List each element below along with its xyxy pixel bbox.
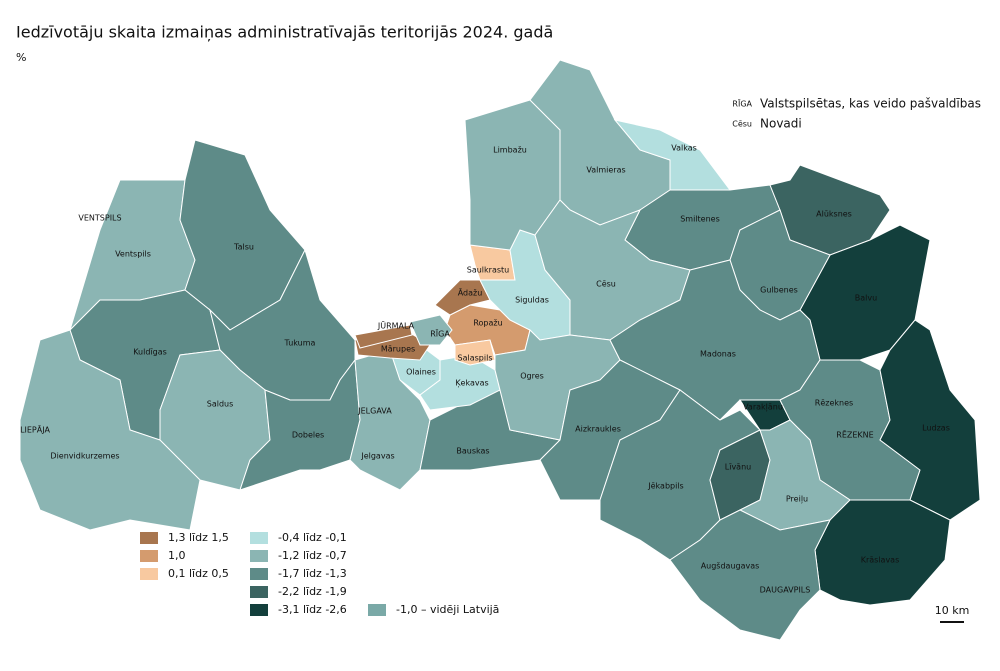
region-label: Saldus <box>207 400 234 409</box>
key-sample: RĪGA <box>732 99 752 109</box>
region-label: Ķekavas <box>455 379 488 389</box>
region <box>454 339 496 366</box>
region-label: Siguldas <box>515 296 549 305</box>
region-label: Ādažu <box>458 288 483 298</box>
region-label: Aizkraukles <box>575 425 621 434</box>
region-label: Dienvidkurzemes <box>50 452 119 461</box>
region-label: Ogres <box>520 372 544 381</box>
legend-swatch <box>140 532 158 544</box>
title: Iedzīvotāju skaita izmaiņas administratī… <box>16 23 553 42</box>
unit: % <box>16 51 26 64</box>
region-label: Jelgavas <box>360 452 394 461</box>
region-label: Limbažu <box>493 146 527 155</box>
legend-swatch <box>250 604 268 616</box>
region-label: Rēzeknes <box>815 399 853 408</box>
city-label: DAUGAVPILS <box>760 586 811 595</box>
region <box>19 329 201 531</box>
region <box>354 324 413 349</box>
legend-label: -2,2 līdz -1,9 <box>278 585 347 598</box>
city-label: LIEPĀJA <box>20 425 50 435</box>
region-label: Smiltenes <box>680 215 720 224</box>
region-label: Kuldīgas <box>133 348 167 357</box>
region-label: Dobeles <box>292 431 324 440</box>
key-text: Novadi <box>760 117 802 131</box>
region-label: Valkas <box>671 144 697 153</box>
legend-label: 1,0 <box>168 549 186 562</box>
legend-swatch <box>250 568 268 580</box>
region <box>814 499 951 606</box>
region-label: Gulbenes <box>760 286 798 295</box>
legend-swatch <box>250 586 268 598</box>
city-label: VENTSPILS <box>78 214 121 223</box>
region-label: Ludzas <box>922 424 950 433</box>
region-label: Preiļu <box>786 495 808 505</box>
region <box>669 509 831 641</box>
region-label: Ropažu <box>473 319 502 328</box>
legend-swatch <box>250 532 268 544</box>
region-label: Jēkabpils <box>647 482 683 491</box>
region-label: Krāslavas <box>861 556 900 565</box>
legend-swatch <box>250 550 268 562</box>
region-label: Valmieras <box>586 166 625 175</box>
legend-label: 0,1 līdz 0,5 <box>168 567 229 580</box>
region-label: Līvānu <box>725 463 751 472</box>
legend-label: -0,4 līdz -0,1 <box>278 531 347 544</box>
region-label: Varakļānu <box>743 403 783 413</box>
region-label: Balvu <box>855 294 877 303</box>
region-label: Olaines <box>406 368 436 377</box>
region-label: Ventspils <box>115 250 151 259</box>
region-label: Saulkrastu <box>467 266 509 275</box>
key-text: Valstspilsētas, kas veido pašvaldības <box>760 97 981 111</box>
city-label: JELGAVA <box>357 407 392 416</box>
region-label: RĪGA <box>430 329 450 339</box>
region-label: Alūksnes <box>816 210 852 219</box>
legend-label: -1,2 līdz -0,7 <box>278 549 347 562</box>
legend-label: -1,7 līdz -1,3 <box>278 567 347 580</box>
regions <box>19 59 981 641</box>
region-label: Salaspils <box>458 354 493 363</box>
legend-swatch <box>368 604 386 616</box>
legend-label: -3,1 līdz -2,6 <box>278 603 347 616</box>
region-label: Bauskas <box>456 447 489 456</box>
region-label: JŪRMALA <box>377 321 415 331</box>
region-label: Augšdaugavas <box>701 561 760 571</box>
region-label: Madonas <box>700 350 736 359</box>
region-label: Tukuma <box>284 339 316 348</box>
legend-label: 1,3 līdz 1,5 <box>168 531 229 544</box>
region-label: Mārupes <box>381 345 415 354</box>
labels: Ventspils Talsu Kuldīgas Tukuma Saldus Dienvi… <box>20 144 950 595</box>
legend-swatch <box>140 550 158 562</box>
city-label: RĒZEKNE <box>836 430 873 440</box>
region <box>409 314 453 346</box>
legend-label: -1,0 – vidēji Latvijā <box>396 603 499 616</box>
region-label: Cēsu <box>596 280 616 289</box>
region-label: Talsu <box>233 243 254 252</box>
legend-swatch <box>140 568 158 580</box>
key-sample: Cēsu <box>732 120 752 129</box>
scale-label: 10 km <box>935 604 970 617</box>
